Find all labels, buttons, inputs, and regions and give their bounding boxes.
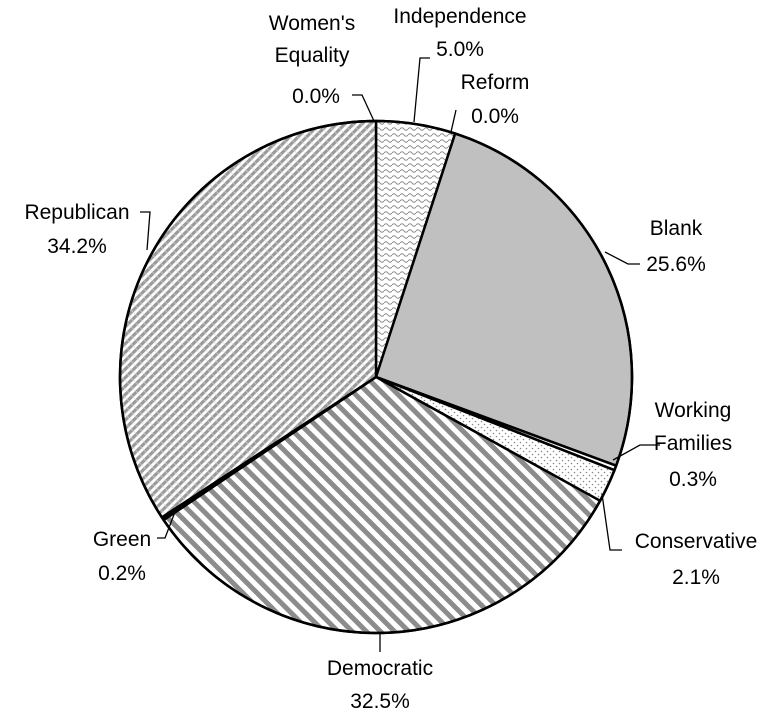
leader-line-blank [604, 251, 640, 265]
label-independence-name: Independence [393, 5, 526, 28]
label-green-value: 0.2% [98, 562, 146, 585]
label-independence-value: 5.0% [436, 38, 484, 61]
label-republican-name: Republican [24, 201, 129, 224]
label-womens-equality-value: 0.0% [292, 85, 340, 108]
label-green-name: Green [93, 528, 151, 551]
label-working-families-name-2: Families [654, 432, 732, 455]
leader-lines [140, 57, 660, 652]
label-womens-equality-name-1: Women's [269, 12, 355, 35]
slice-labels: Women's Equality 0.0% Independence 5.0% … [24, 5, 757, 713]
leader-line-reform [450, 109, 457, 133]
leader-line-green [157, 511, 176, 539]
label-democratic-value: 32.5% [350, 690, 410, 713]
label-working-families-value: 0.3% [669, 468, 717, 491]
label-working-families-name-1: Working [655, 399, 732, 422]
label-reform-name: Reform [461, 71, 530, 94]
label-conservative-name: Conservative [635, 530, 758, 553]
label-reform-value: 0.0% [471, 105, 519, 128]
leader-line-womens-equality [352, 94, 375, 122]
leader-line-working-families [612, 444, 660, 461]
label-blank-name: Blank [650, 217, 703, 240]
pie-slices [118, 119, 634, 635]
leader-line-independence [413, 57, 430, 123]
label-conservative-value: 2.1% [672, 566, 720, 589]
leader-line-republican [140, 211, 151, 251]
leader-line-conservative [601, 493, 622, 551]
label-womens-equality-name-2: Equality [275, 44, 350, 67]
label-republican-value: 34.2% [47, 235, 107, 258]
label-blank-value: 25.6% [646, 253, 706, 276]
pie-outline [118, 119, 634, 635]
label-democratic-name: Democratic [327, 657, 433, 680]
